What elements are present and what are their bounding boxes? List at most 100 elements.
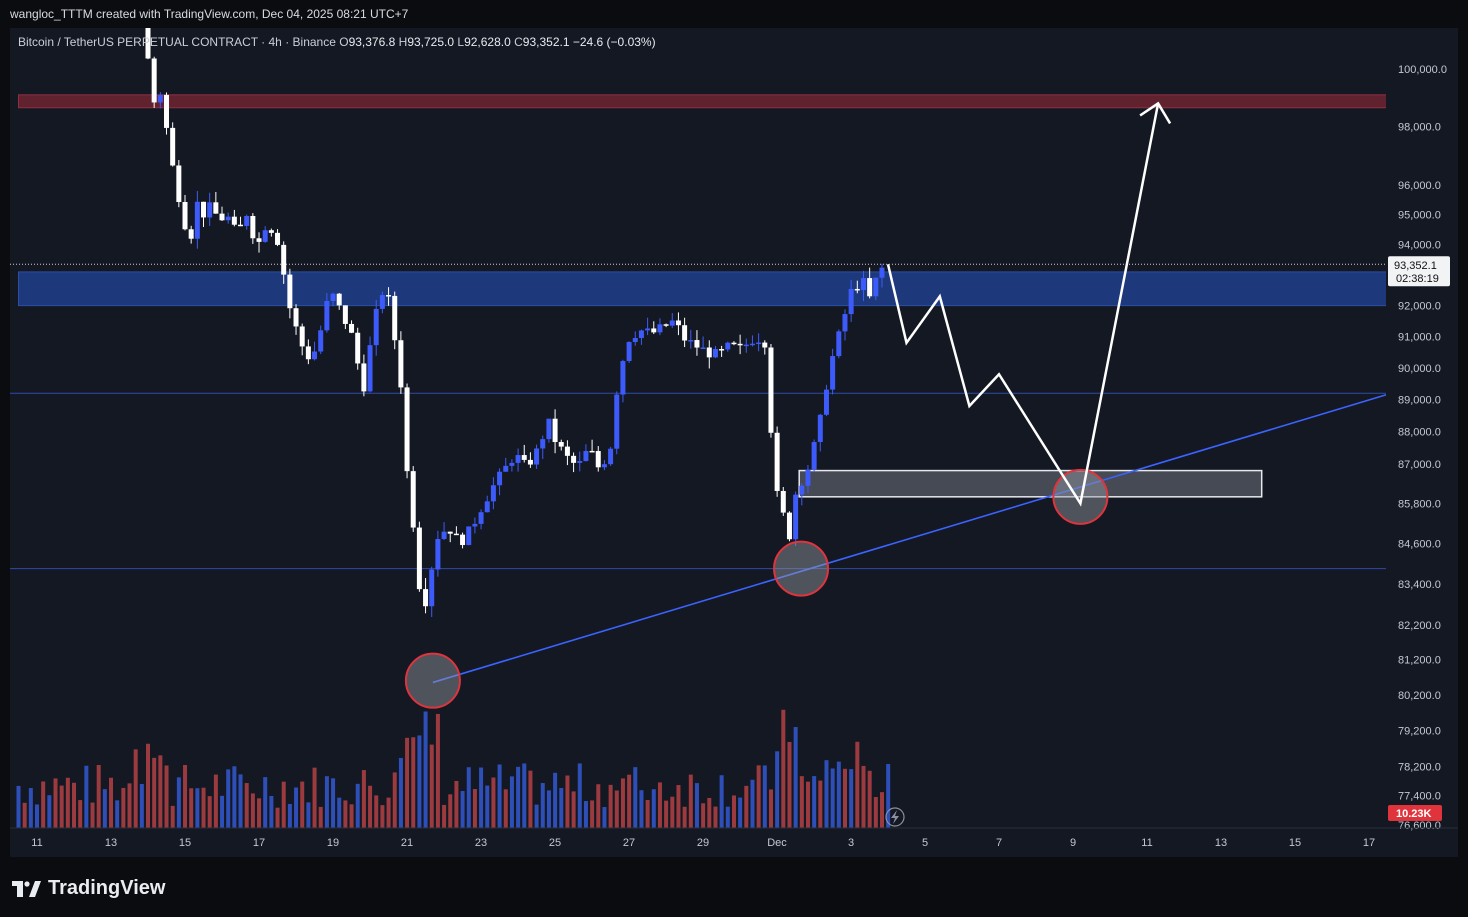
volume-bar [750, 779, 755, 828]
candle-body [318, 330, 324, 352]
candle-body [848, 288, 854, 315]
candle-body [774, 432, 780, 491]
candle-body [441, 531, 447, 540]
price-axis[interactable] [1386, 28, 1458, 857]
volume-bar [35, 804, 40, 828]
volume-bar [861, 765, 866, 828]
volume-bar [503, 789, 508, 828]
volume-bar [522, 763, 527, 828]
price-tick-label: 98,000.0 [1398, 121, 1441, 133]
candle-body [836, 331, 842, 357]
candle-body [799, 485, 805, 495]
volume-bar [411, 737, 416, 828]
candle-body [768, 347, 774, 433]
candle-body [503, 465, 509, 472]
volume-bar [799, 776, 804, 828]
volume-bar [201, 787, 206, 828]
footer-bar [0, 857, 1468, 917]
volume-bar [417, 735, 422, 828]
candle-body [694, 340, 700, 348]
candle-body [645, 328, 651, 331]
chart-panel[interactable]: 100,000.0 98,000.0 96,000.0 95,000.0 94,000.… [10, 28, 1458, 857]
candle-body [299, 326, 305, 347]
volume-bar [738, 797, 743, 828]
tradingview-logo-text: TradingView [48, 877, 166, 899]
candle-body [817, 414, 823, 443]
volume-bar [96, 764, 101, 828]
volume-bar [707, 797, 712, 828]
candle-body [842, 314, 848, 332]
tradingview-logo: TradingView [12, 877, 165, 900]
candle-body [373, 308, 379, 346]
candle-body [336, 293, 342, 306]
candle-body [176, 165, 182, 202]
volume-bar [836, 761, 841, 828]
volume-bar [152, 757, 157, 828]
volume-bar [793, 727, 798, 828]
volume-bar [392, 772, 397, 828]
candle-body [706, 347, 712, 358]
date-tick-label: 7 [996, 837, 1002, 849]
candle-body [244, 215, 250, 226]
volume-bar [275, 807, 280, 828]
price-tick-label: 91,000.0 [1398, 332, 1441, 344]
volume-bar [849, 769, 854, 828]
date-tick-label: 23 [475, 837, 487, 849]
price-tick-label: 83,400.0 [1398, 579, 1441, 591]
date-tick-label: 17 [253, 837, 265, 849]
volume-bar [139, 784, 144, 828]
candle-body [281, 244, 287, 275]
resistance-zone [18, 271, 1392, 307]
candle-body [867, 278, 873, 297]
candle-body [626, 342, 632, 362]
candle-body [188, 229, 194, 239]
price-tick-label: 79,200.0 [1398, 725, 1441, 737]
candle-body [786, 512, 792, 540]
volume-bar [608, 784, 613, 828]
volume-bar [466, 767, 471, 828]
volume-bar [670, 796, 675, 828]
volume-bar [516, 766, 521, 828]
volume-bar [423, 711, 428, 828]
volume-bar [713, 806, 718, 828]
volume-tag-value: 10.23K [1396, 808, 1432, 820]
candle-body [638, 330, 644, 339]
candle-body [213, 202, 219, 214]
volume-bar [429, 744, 434, 828]
date-tick-label: 11 [31, 837, 42, 849]
volume-bar [257, 798, 262, 828]
date-tick-label: 11 [1141, 837, 1152, 849]
candle-body [719, 349, 725, 351]
date-tick-label: 15 [1289, 837, 1301, 849]
volume-bar [509, 776, 514, 828]
candle-body [379, 295, 385, 309]
candle-body [669, 320, 675, 326]
low-value: 92,628.0 [464, 35, 511, 49]
volume-bar [627, 774, 632, 828]
volume-bar [701, 803, 706, 828]
candle-body [737, 343, 743, 346]
lightning-icon[interactable] [885, 807, 905, 827]
date-tick-label: 5 [922, 837, 928, 849]
candle-body [663, 324, 669, 326]
volume-bar [121, 787, 126, 828]
volume-bar [596, 784, 601, 828]
volume-bar [577, 763, 582, 828]
candle-body [182, 201, 188, 230]
candle-body [164, 94, 170, 128]
volume-bar [306, 802, 311, 828]
price-chart[interactable]: 100,000.0 98,000.0 96,000.0 95,000.0 94,000.… [10, 28, 1458, 857]
volume-bar [355, 783, 360, 828]
volume-bar [435, 713, 440, 828]
symbol-name: Bitcoin / TetherUS PERPETUAL CONTRACT · … [18, 35, 336, 49]
volume-bar [300, 781, 305, 828]
volume-bar [72, 782, 77, 828]
low-label: L [457, 35, 465, 49]
price-tick-label: 82,200.0 [1398, 620, 1441, 632]
candle-body [145, 28, 151, 59]
volume-bar [676, 785, 681, 828]
candle-body [201, 201, 207, 218]
touch-circle-1 [404, 652, 461, 709]
candle-body [361, 363, 367, 392]
candle-body [725, 342, 731, 350]
